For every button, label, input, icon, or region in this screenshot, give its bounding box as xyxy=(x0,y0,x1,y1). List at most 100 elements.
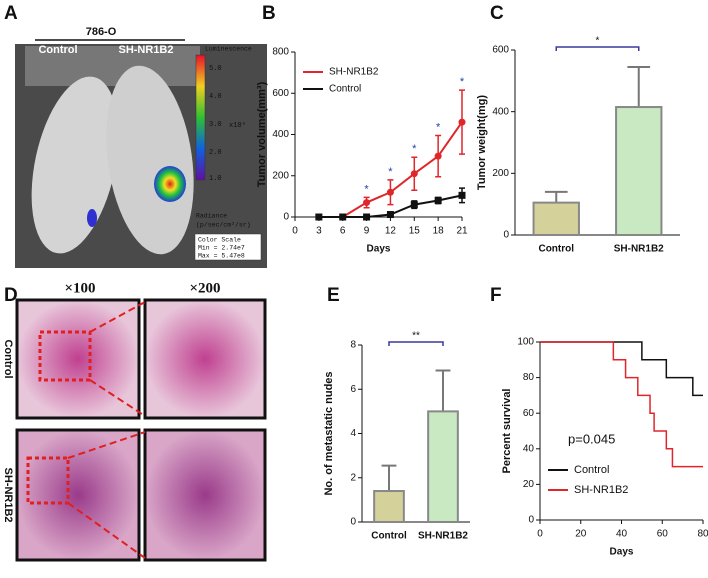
y-tick-label: 20 xyxy=(523,479,535,490)
legend-label: SH-NR1B2 xyxy=(329,67,379,78)
y-tick-label: 2 xyxy=(350,472,356,483)
y-axis-label: Percent survival xyxy=(501,389,513,474)
marker xyxy=(458,191,466,199)
row-label: Control xyxy=(2,339,14,378)
significance-bracket xyxy=(555,46,640,51)
significance: * xyxy=(460,76,465,88)
y-tick-label: 400 xyxy=(492,106,509,117)
x-axis-label: Days xyxy=(367,244,391,255)
y-axis-label: Tumor weight(mg) xyxy=(476,95,488,190)
group-label: Control xyxy=(38,44,77,56)
bar xyxy=(373,490,405,523)
y-tick-label: 100 xyxy=(517,337,534,348)
marker xyxy=(363,213,371,221)
colorbar-unit: x10⁸ xyxy=(229,122,246,130)
row-label: SH-NR1B2 xyxy=(2,467,14,522)
x-tick-label: 15 xyxy=(409,226,421,237)
y-tick-label: 6 xyxy=(350,384,356,395)
marker xyxy=(434,197,442,204)
x-tick-label: 18 xyxy=(433,226,445,237)
significance: * xyxy=(364,183,369,195)
x-tick-label: 60 xyxy=(657,529,669,540)
significance: * xyxy=(388,166,393,178)
marker xyxy=(386,211,394,219)
marker xyxy=(386,188,394,196)
color-scale: Min = 2.74e7 xyxy=(198,245,245,252)
panel-label: E xyxy=(327,285,340,306)
error-bar xyxy=(381,464,397,492)
y-axis-label: Tumor volume(mm³) xyxy=(256,81,268,187)
x-tick-label: 21 xyxy=(456,226,468,237)
colorbar-tick: 5.0 xyxy=(209,65,222,73)
x-tick-label: SH-NR1B2 xyxy=(614,244,664,255)
y-tick-label: 0 xyxy=(283,212,289,223)
panel-label: C xyxy=(490,3,504,24)
bar xyxy=(615,106,663,236)
group-label: SH-NR1B2 xyxy=(118,44,173,56)
y-tick-label: 80 xyxy=(523,372,535,383)
error-bar xyxy=(627,65,651,108)
y-tick-label: 600 xyxy=(272,88,289,99)
panel-label: D xyxy=(4,285,18,306)
significance: * xyxy=(596,36,600,47)
histology-images xyxy=(15,298,267,562)
y-tick-label: 0 xyxy=(350,517,356,528)
y-tick-label: 800 xyxy=(272,47,289,58)
cell-line: 786-O xyxy=(86,26,117,38)
marker xyxy=(458,118,466,126)
colorbar-tick: 2.0 xyxy=(209,149,222,157)
legend-label: Control xyxy=(574,464,609,476)
survival-curve xyxy=(540,341,703,468)
y-tick-label: 8 xyxy=(350,340,356,351)
error-bar xyxy=(435,369,451,412)
marker xyxy=(315,213,323,221)
y-tick-label: 60 xyxy=(523,408,535,419)
in-vivo-image xyxy=(15,39,267,268)
bar xyxy=(532,201,580,236)
y-tick-label: 0 xyxy=(503,230,509,241)
x-tick-label: 9 xyxy=(364,226,370,237)
panel-label: F xyxy=(490,285,502,306)
y-axis-label: No. of metastatic nudes xyxy=(323,371,335,495)
colorbar-tick: 1.0 xyxy=(209,175,222,183)
y-tick-label: 200 xyxy=(272,170,289,181)
marker xyxy=(339,213,347,221)
survival-curve xyxy=(540,341,703,397)
panel-label: A xyxy=(4,3,18,24)
x-tick-label: 40 xyxy=(616,529,628,540)
x-tick-label: 0 xyxy=(537,529,543,540)
x-tick-label: Control xyxy=(371,531,407,542)
x-tick-label: 20 xyxy=(575,529,587,540)
marker xyxy=(363,199,371,207)
color-scale: Max = 5.47e8 xyxy=(198,253,245,260)
magnification: ×200 xyxy=(189,280,220,296)
marker xyxy=(410,201,418,209)
colorbar-title: Luminescence xyxy=(205,46,252,53)
x-tick-label: 3 xyxy=(316,226,322,237)
color-scale: Color Scale xyxy=(198,237,241,244)
radiance-label: Radiance xyxy=(196,213,227,220)
x-tick-label: 12 xyxy=(385,226,397,237)
magnification: ×100 xyxy=(64,280,95,296)
legend-label: Control xyxy=(329,84,361,95)
annotation: p=0.045 xyxy=(568,431,615,446)
error-bar xyxy=(544,190,568,203)
significance: * xyxy=(436,121,441,133)
x-tick-label: SH-NR1B2 xyxy=(418,531,468,542)
x-tick-label: 6 xyxy=(340,226,346,237)
y-tick-label: 0 xyxy=(528,515,534,526)
colorbar-tick: 3.0 xyxy=(209,121,222,129)
x-tick-label: 0 xyxy=(292,226,298,237)
marker xyxy=(410,170,418,178)
significance: * xyxy=(412,143,417,155)
y-tick-label: 600 xyxy=(492,45,509,56)
significance-bracket xyxy=(388,341,444,346)
colorbar-tick: 4.0 xyxy=(209,93,222,101)
x-tick-label: Control xyxy=(538,244,574,255)
y-tick-label: 4 xyxy=(350,428,356,439)
x-axis-label: Days xyxy=(610,547,634,558)
legend-label: SH-NR1B2 xyxy=(574,484,628,496)
y-tick-label: 200 xyxy=(492,168,509,179)
radiance-unit: (p/sec/cm²/sr) xyxy=(196,222,251,229)
